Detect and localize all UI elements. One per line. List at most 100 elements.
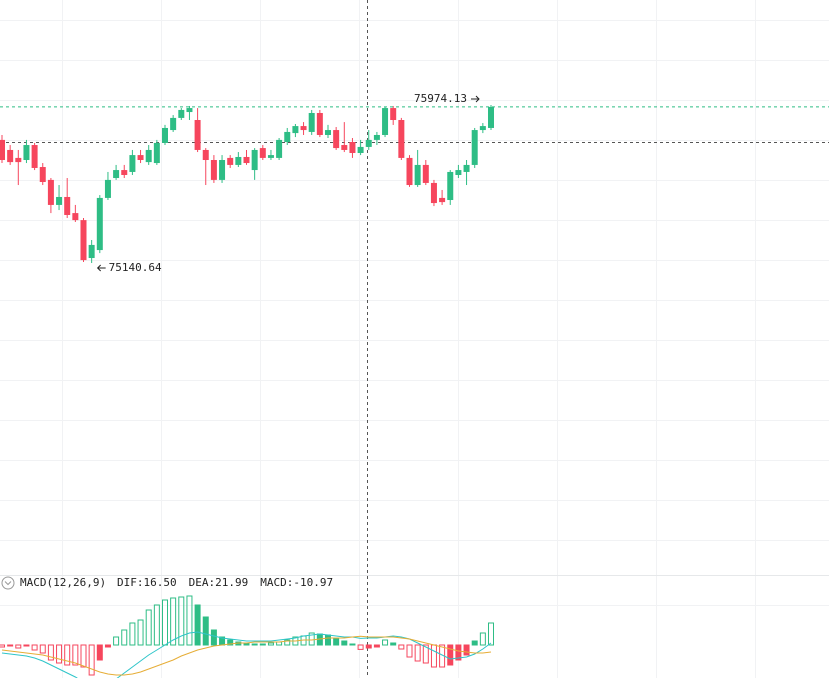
low-annotation: 75140.64 [109, 261, 162, 274]
candle-body [455, 170, 462, 175]
candle-body [0, 139, 5, 161]
candle-body [398, 120, 405, 158]
candle-body [357, 146, 364, 153]
macd-bar [455, 644, 462, 661]
macd-bar [430, 644, 437, 668]
macd-bar [325, 634, 331, 646]
candle-body [267, 155, 274, 158]
candle-body [259, 148, 266, 158]
macd-bar [488, 622, 494, 646]
macd-bar [178, 596, 185, 646]
candle-body [300, 126, 307, 131]
macd-bar [390, 642, 397, 646]
macd-bar [64, 644, 71, 666]
macd-bar [349, 643, 356, 646]
candle-body [219, 160, 226, 180]
macd-bar [471, 640, 478, 646]
macd-bar [153, 604, 160, 646]
macd-bar [251, 643, 258, 646]
candle-body [284, 131, 291, 142]
candle-body [121, 170, 128, 175]
candle-body [341, 145, 348, 150]
macd-bar [333, 638, 340, 646]
candle-body [113, 170, 120, 179]
candle-body [471, 130, 478, 165]
macd-bar [121, 629, 128, 646]
candle-body [463, 164, 470, 172]
candle-body [235, 156, 242, 165]
candle-body [178, 109, 185, 118]
macd-bar [39, 644, 46, 654]
macd-line [1, 631, 492, 678]
candle-body [414, 164, 421, 186]
candle-body [308, 112, 315, 132]
macd-bar [56, 644, 63, 664]
candle-body [194, 120, 201, 150]
macd-bar [72, 644, 79, 666]
candle-body [186, 108, 193, 113]
candle-body [145, 149, 152, 163]
macd-bar [365, 644, 372, 649]
candle-body [365, 139, 372, 147]
candle-body [439, 197, 446, 203]
macd-bar [194, 604, 201, 646]
macd-bar [88, 644, 95, 676]
macd-bar [284, 639, 291, 646]
macd-bar [162, 599, 168, 646]
macd-bar [341, 640, 348, 646]
macd-bar [406, 644, 413, 658]
macd-bar [145, 609, 152, 646]
collapse-toggle[interactable] [1, 576, 15, 590]
candle-body [7, 149, 14, 163]
high-annotation: 75974.13 [414, 92, 467, 105]
candle-body [227, 157, 234, 165]
macd-bar [479, 632, 486, 646]
candle-body [422, 164, 429, 183]
candle-body [276, 139, 283, 158]
candle-body [333, 130, 340, 149]
candle-body [170, 117, 177, 131]
candle-body [447, 171, 454, 201]
macd-bar [170, 597, 177, 646]
candle-body [15, 157, 22, 163]
candle-body [243, 156, 250, 164]
candle-body [153, 142, 160, 164]
macd-bar [47, 644, 54, 661]
candle-body [31, 145, 38, 168]
candle-body [488, 106, 494, 128]
macd-bar [129, 622, 136, 646]
indicator-title: MACD(12,26,9) [20, 576, 106, 589]
macd-bar [422, 644, 429, 664]
macd-bar [104, 644, 111, 648]
candle-body [349, 141, 356, 153]
legend-entry: DEA:21.99 [189, 576, 249, 589]
macd-bar [113, 636, 120, 646]
candle-body [96, 197, 103, 251]
candle-body [104, 179, 111, 198]
candle-body [390, 108, 397, 121]
legend-entry: DIF:16.50 [117, 576, 177, 589]
candle-body [23, 145, 30, 161]
candle-body [47, 179, 54, 205]
macd-bar [202, 616, 209, 646]
macd-bar [0, 644, 5, 648]
macd-bar [308, 632, 315, 646]
macd-bar [267, 642, 274, 646]
candle-body [406, 157, 413, 186]
macd-bar [227, 639, 234, 646]
macd-bar [414, 644, 421, 662]
macd-bar [382, 639, 389, 646]
macd-bar [137, 619, 144, 646]
macd-bar [23, 644, 30, 647]
candle-body [210, 160, 217, 180]
candle-body [64, 196, 71, 215]
macd-bar [7, 644, 14, 647]
candle-body [430, 182, 437, 204]
arrow [96, 264, 106, 272]
candle-body [88, 244, 95, 259]
macd-bar [210, 629, 217, 646]
candle-body [137, 155, 144, 161]
candle-body [129, 155, 136, 172]
